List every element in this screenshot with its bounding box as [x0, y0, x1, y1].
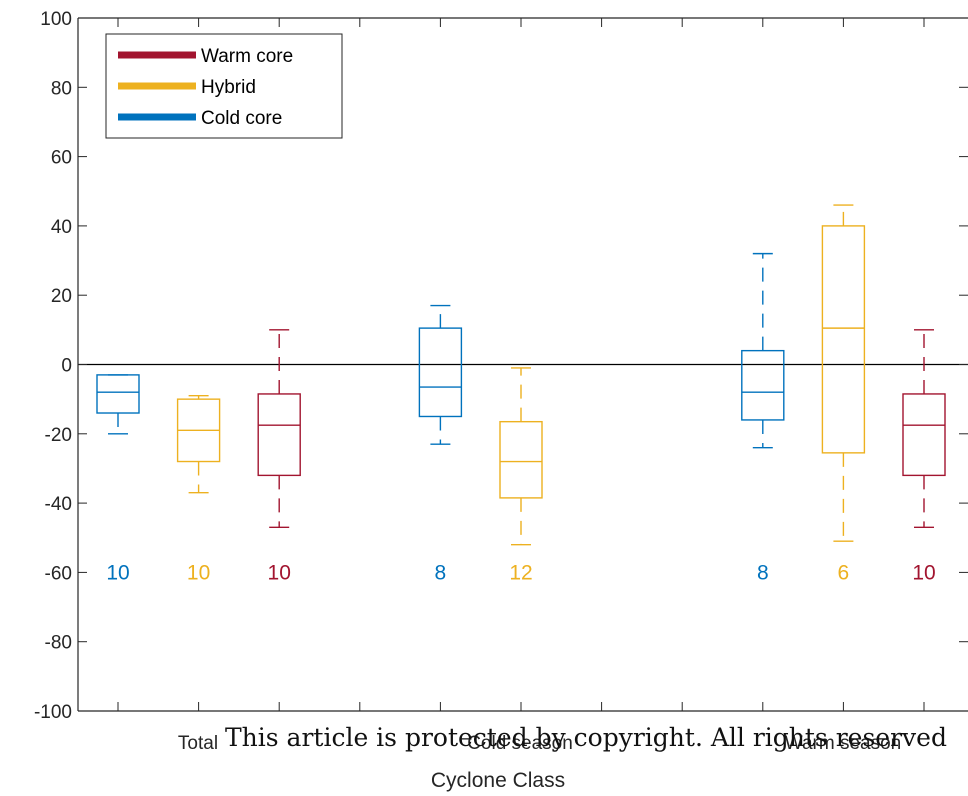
x-category-label: Cold season — [467, 733, 573, 754]
y-tick-label: 60 — [51, 148, 72, 169]
legend-entry-label: Warm core — [201, 46, 293, 67]
legend-entry-label: Hybrid — [201, 77, 256, 98]
box-warm-season-warm-core: 10 — [902, 329, 946, 584]
box-cold-season-cold-core: 8 — [418, 304, 463, 584]
legend-entry-label: Cold core — [201, 108, 282, 129]
axes: -100 -80 -60 -40 -20 0 20 40 60 80 100 Total Cold se… — [34, 9, 968, 754]
y-tick-label: 40 — [51, 217, 72, 238]
y-tick-label: -100 — [34, 702, 72, 723]
box-total-hybrid: 10 — [176, 394, 221, 584]
count-label: 8 — [435, 561, 447, 584]
count-label: 8 — [757, 561, 769, 584]
y-tick-label: -20 — [45, 425, 72, 446]
count-label: 10 — [912, 561, 935, 584]
y-tick-label: 0 — [61, 356, 72, 377]
x-category-label: Warm season — [785, 733, 902, 754]
box-warm-season-hybrid: 6 — [821, 204, 866, 584]
y-tick-label: -80 — [45, 633, 72, 654]
copyright-watermark: This article is protected by copyright. … — [225, 723, 947, 752]
box-total-warm-core: 10 — [257, 329, 301, 584]
box-warm-season-cold-core: 8 — [741, 252, 785, 584]
y-tick-label: 20 — [51, 286, 72, 307]
x-category-label: Total — [178, 733, 218, 754]
box-cold-season-hybrid: 12 — [499, 367, 543, 584]
x-axis-label: Cyclone Class — [431, 769, 565, 792]
plot-area: 10 10 10 8 12 8 6 10 — [78, 204, 968, 584]
y-tick-label: 100 — [40, 9, 72, 30]
y-tick-label: 80 — [51, 78, 72, 99]
count-label: 6 — [838, 561, 850, 584]
count-label: 10 — [106, 561, 129, 584]
y-tick-label: -40 — [45, 494, 72, 515]
y-tick-label: -60 — [45, 563, 72, 584]
count-label: 10 — [268, 561, 291, 584]
count-label: 10 — [187, 561, 210, 584]
count-label: 12 — [509, 561, 532, 584]
legend: Warm core Hybrid Cold core — [105, 33, 343, 139]
box-total-cold-core: 10 — [96, 374, 140, 584]
